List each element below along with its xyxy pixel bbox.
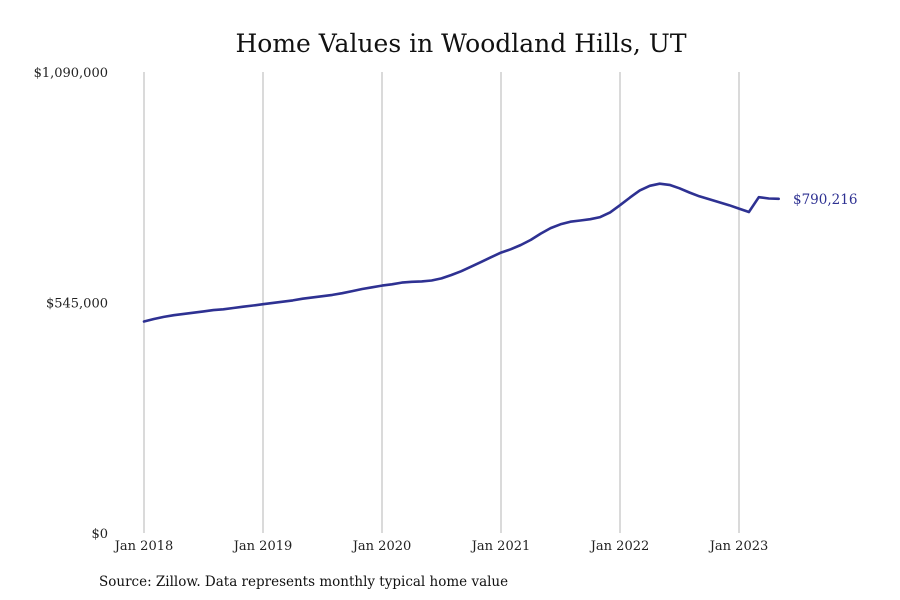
x-tick-label: Jan 2020 — [351, 539, 412, 554]
x-tick-label: Jan 2022 — [589, 539, 650, 554]
end-value-label: $790,216 — [793, 192, 857, 208]
x-tick-label: Jan 2018 — [113, 539, 174, 554]
chart-title: Home Values in Woodland Hills, UT — [236, 29, 687, 58]
x-tick-label: Jan 2019 — [232, 539, 293, 554]
gridlines — [143, 72, 740, 533]
y-tick-label: $0 — [91, 527, 108, 542]
x-tick-label: Jan 2021 — [470, 539, 531, 554]
y-axis-ticks: $0 $545,000 $1,090,000 — [34, 66, 108, 542]
source-note: Source: Zillow. Data represents monthly … — [99, 574, 508, 590]
series-line — [142, 182, 780, 323]
x-axis-ticks: Jan 2018 Jan 2019 Jan 2020 Jan 2021 Jan 2022… — [113, 539, 769, 554]
y-tick-label: $1,090,000 — [34, 66, 108, 81]
x-tick-label: Jan 2023 — [708, 539, 769, 554]
y-tick-label: $545,000 — [46, 297, 108, 312]
